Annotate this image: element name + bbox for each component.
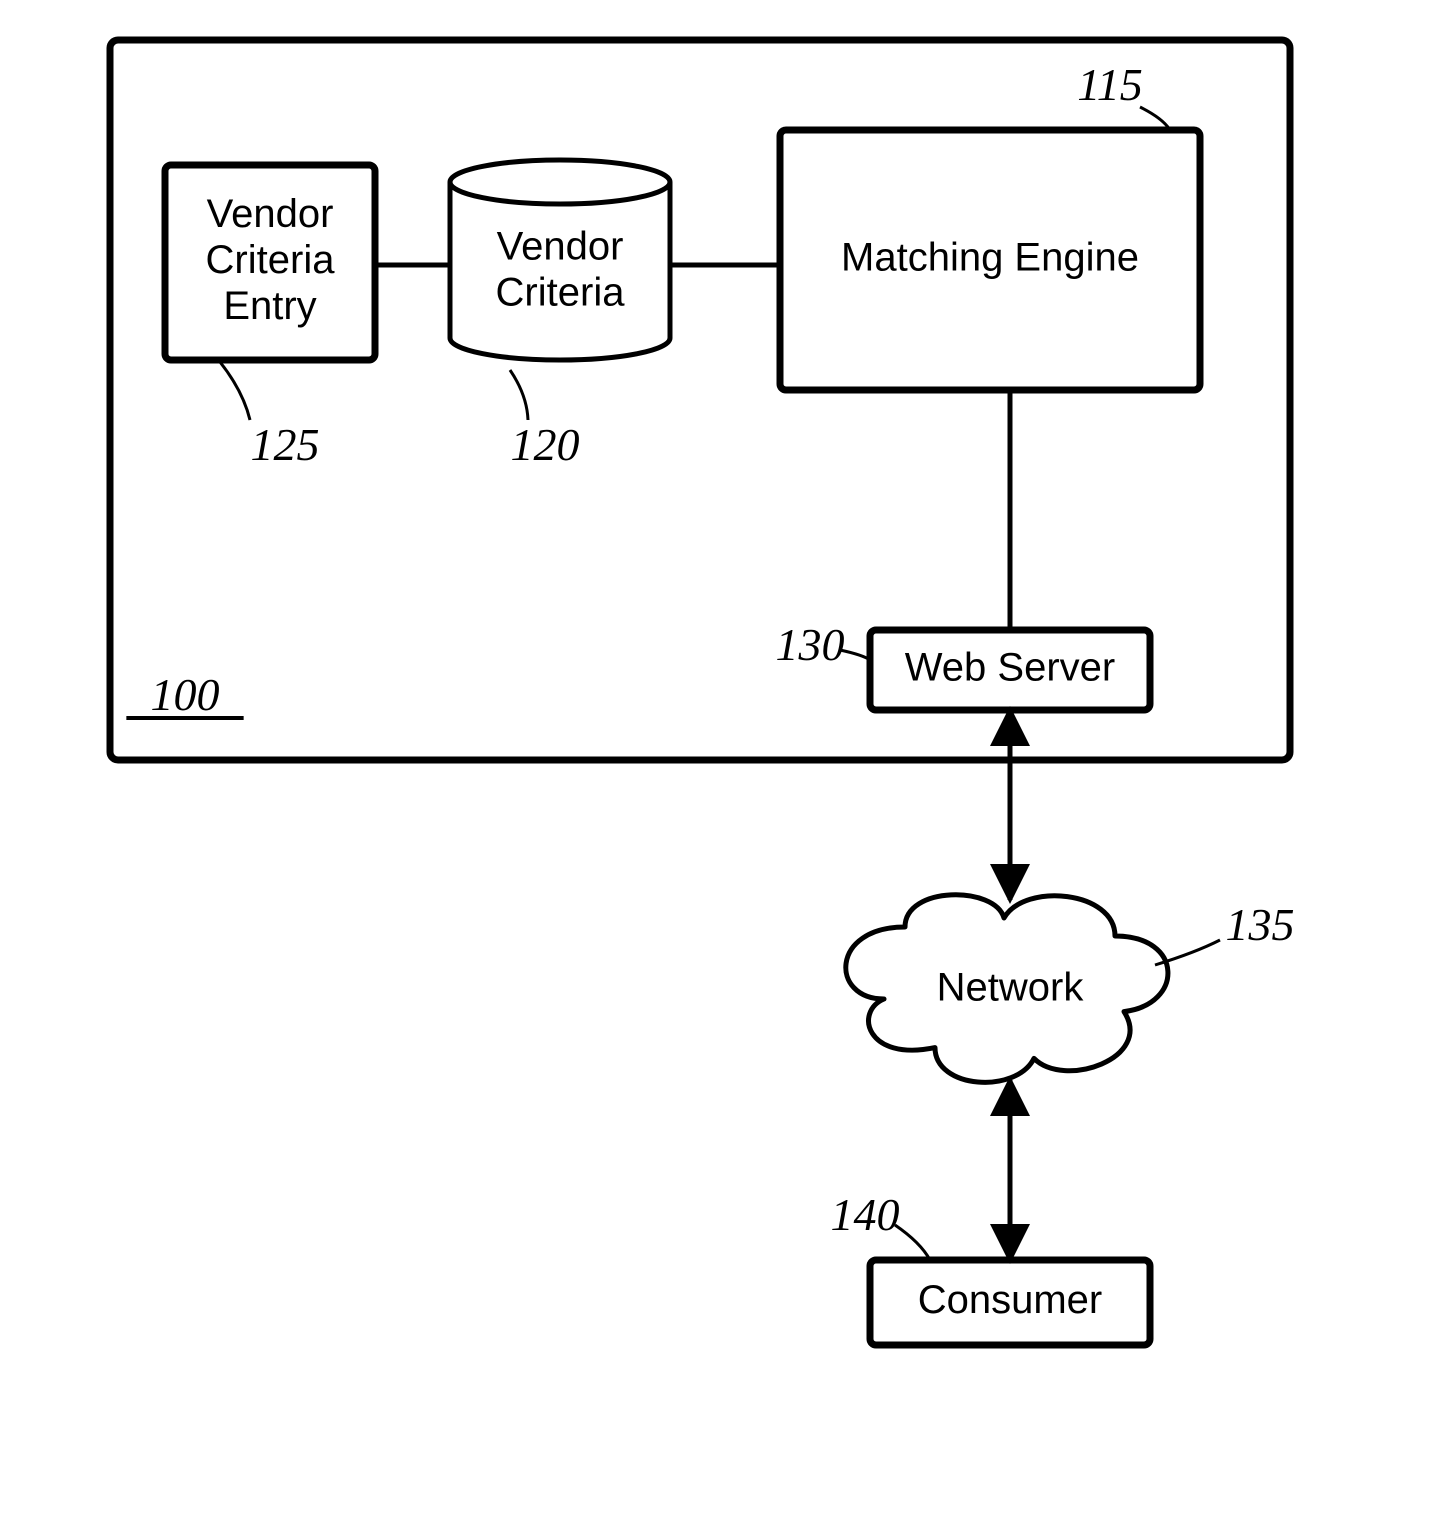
node-label: Vendor [497,225,624,269]
reference-numeral: 100 [151,669,220,720]
node-label: Criteria [206,238,336,282]
node-label: Criteria [496,271,626,315]
system-diagram: 100VendorCriteriaEntry125VendorCriteria1… [0,0,1429,1538]
reference-numeral: 125 [251,419,320,470]
reference-numeral: 120 [511,419,580,470]
node-label: Consumer [918,1278,1103,1322]
reference-numeral: 135 [1226,899,1295,950]
reference-numeral: 130 [776,619,845,670]
reference-numeral: 115 [1077,59,1143,110]
node-label: Matching Engine [841,236,1139,280]
node-label: Vendor [207,192,334,236]
reference-numeral: 140 [831,1189,900,1240]
node-label: Web Server [905,646,1115,690]
node-label: Entry [223,284,316,328]
node-label: Network [937,966,1085,1010]
